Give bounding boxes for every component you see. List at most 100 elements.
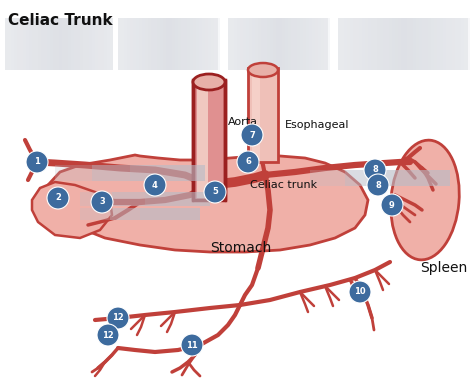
FancyBboxPatch shape [234, 18, 237, 70]
FancyBboxPatch shape [246, 18, 249, 70]
Text: 1: 1 [34, 157, 40, 166]
FancyBboxPatch shape [184, 18, 187, 70]
FancyBboxPatch shape [252, 18, 255, 70]
FancyBboxPatch shape [365, 18, 368, 70]
FancyBboxPatch shape [178, 18, 181, 70]
FancyBboxPatch shape [267, 18, 270, 70]
FancyBboxPatch shape [181, 18, 184, 70]
FancyBboxPatch shape [74, 18, 77, 70]
FancyBboxPatch shape [124, 18, 127, 70]
FancyBboxPatch shape [130, 18, 133, 70]
FancyBboxPatch shape [26, 18, 29, 70]
FancyBboxPatch shape [344, 18, 347, 70]
FancyBboxPatch shape [338, 18, 341, 70]
Ellipse shape [193, 74, 225, 90]
Circle shape [237, 151, 259, 173]
FancyBboxPatch shape [255, 18, 258, 70]
FancyBboxPatch shape [59, 18, 62, 70]
Text: 8: 8 [372, 166, 378, 174]
FancyBboxPatch shape [321, 18, 324, 70]
FancyBboxPatch shape [392, 18, 395, 70]
Circle shape [91, 191, 113, 213]
FancyBboxPatch shape [193, 18, 196, 70]
FancyBboxPatch shape [92, 165, 205, 181]
Circle shape [241, 124, 263, 146]
FancyBboxPatch shape [300, 18, 303, 70]
FancyBboxPatch shape [440, 18, 443, 70]
FancyBboxPatch shape [80, 208, 200, 220]
FancyBboxPatch shape [312, 18, 315, 70]
FancyBboxPatch shape [285, 18, 288, 70]
FancyBboxPatch shape [407, 18, 410, 70]
FancyBboxPatch shape [368, 18, 371, 70]
FancyBboxPatch shape [77, 18, 80, 70]
FancyBboxPatch shape [217, 18, 220, 70]
FancyBboxPatch shape [199, 18, 202, 70]
FancyBboxPatch shape [133, 18, 136, 70]
FancyBboxPatch shape [208, 18, 211, 70]
FancyBboxPatch shape [228, 18, 231, 70]
Circle shape [367, 174, 389, 196]
FancyBboxPatch shape [101, 18, 104, 70]
Text: 12: 12 [102, 330, 114, 340]
FancyBboxPatch shape [288, 18, 291, 70]
FancyBboxPatch shape [410, 18, 413, 70]
Text: Esophageal: Esophageal [285, 120, 349, 130]
FancyBboxPatch shape [359, 18, 362, 70]
FancyBboxPatch shape [71, 18, 74, 70]
FancyBboxPatch shape [68, 18, 71, 70]
FancyBboxPatch shape [303, 18, 306, 70]
FancyBboxPatch shape [310, 170, 450, 186]
Text: 5: 5 [212, 187, 218, 196]
FancyBboxPatch shape [404, 18, 407, 70]
FancyBboxPatch shape [347, 18, 350, 70]
FancyBboxPatch shape [5, 18, 113, 70]
FancyBboxPatch shape [345, 170, 450, 186]
Circle shape [97, 324, 119, 346]
FancyBboxPatch shape [446, 18, 449, 70]
FancyBboxPatch shape [261, 18, 264, 70]
FancyBboxPatch shape [86, 18, 89, 70]
FancyBboxPatch shape [324, 18, 327, 70]
FancyBboxPatch shape [464, 18, 467, 70]
FancyBboxPatch shape [413, 18, 416, 70]
FancyBboxPatch shape [163, 18, 166, 70]
Polygon shape [197, 82, 208, 198]
FancyBboxPatch shape [8, 18, 11, 70]
FancyBboxPatch shape [443, 18, 446, 70]
Text: Aorta: Aorta [228, 117, 258, 127]
FancyBboxPatch shape [205, 18, 208, 70]
FancyBboxPatch shape [140, 208, 200, 220]
Circle shape [381, 194, 403, 216]
FancyBboxPatch shape [65, 18, 68, 70]
FancyBboxPatch shape [38, 18, 41, 70]
Circle shape [47, 187, 69, 209]
FancyBboxPatch shape [273, 18, 276, 70]
FancyBboxPatch shape [55, 165, 205, 181]
FancyBboxPatch shape [356, 18, 359, 70]
FancyBboxPatch shape [151, 18, 154, 70]
FancyBboxPatch shape [136, 18, 139, 70]
FancyBboxPatch shape [53, 18, 56, 70]
FancyBboxPatch shape [130, 165, 205, 181]
FancyBboxPatch shape [92, 18, 95, 70]
Circle shape [144, 174, 166, 196]
Text: Stomach: Stomach [210, 241, 271, 255]
FancyBboxPatch shape [214, 18, 217, 70]
FancyBboxPatch shape [309, 18, 312, 70]
FancyBboxPatch shape [89, 18, 92, 70]
FancyBboxPatch shape [44, 18, 47, 70]
FancyBboxPatch shape [327, 18, 330, 70]
FancyBboxPatch shape [237, 18, 240, 70]
FancyBboxPatch shape [380, 18, 383, 70]
FancyBboxPatch shape [318, 18, 321, 70]
FancyBboxPatch shape [422, 18, 425, 70]
FancyBboxPatch shape [389, 18, 392, 70]
Text: 11: 11 [186, 340, 198, 350]
FancyBboxPatch shape [166, 18, 169, 70]
FancyBboxPatch shape [294, 18, 297, 70]
FancyBboxPatch shape [362, 18, 365, 70]
FancyBboxPatch shape [62, 18, 65, 70]
Text: 4: 4 [152, 181, 158, 189]
FancyBboxPatch shape [395, 18, 398, 70]
